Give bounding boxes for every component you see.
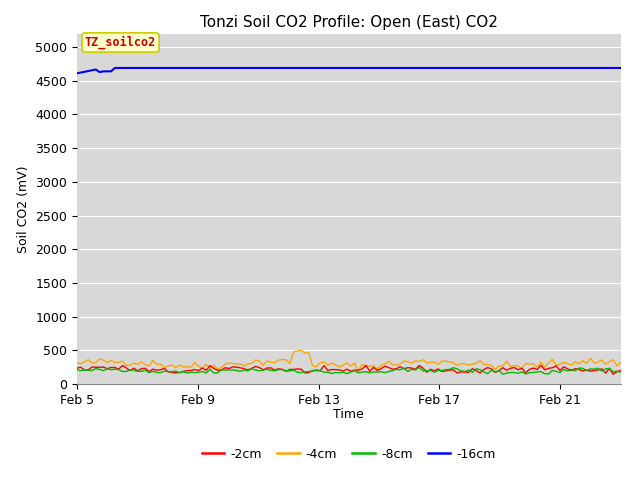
- Title: Tonzi Soil CO2 Profile: Open (East) CO2: Tonzi Soil CO2 Profile: Open (East) CO2: [200, 15, 498, 30]
- Y-axis label: Soil CO2 (mV): Soil CO2 (mV): [17, 165, 29, 252]
- Legend: -2cm, -4cm, -8cm, -16cm: -2cm, -4cm, -8cm, -16cm: [197, 443, 501, 466]
- X-axis label: Time: Time: [333, 408, 364, 421]
- Text: TZ_soilco2: TZ_soilco2: [85, 36, 156, 49]
